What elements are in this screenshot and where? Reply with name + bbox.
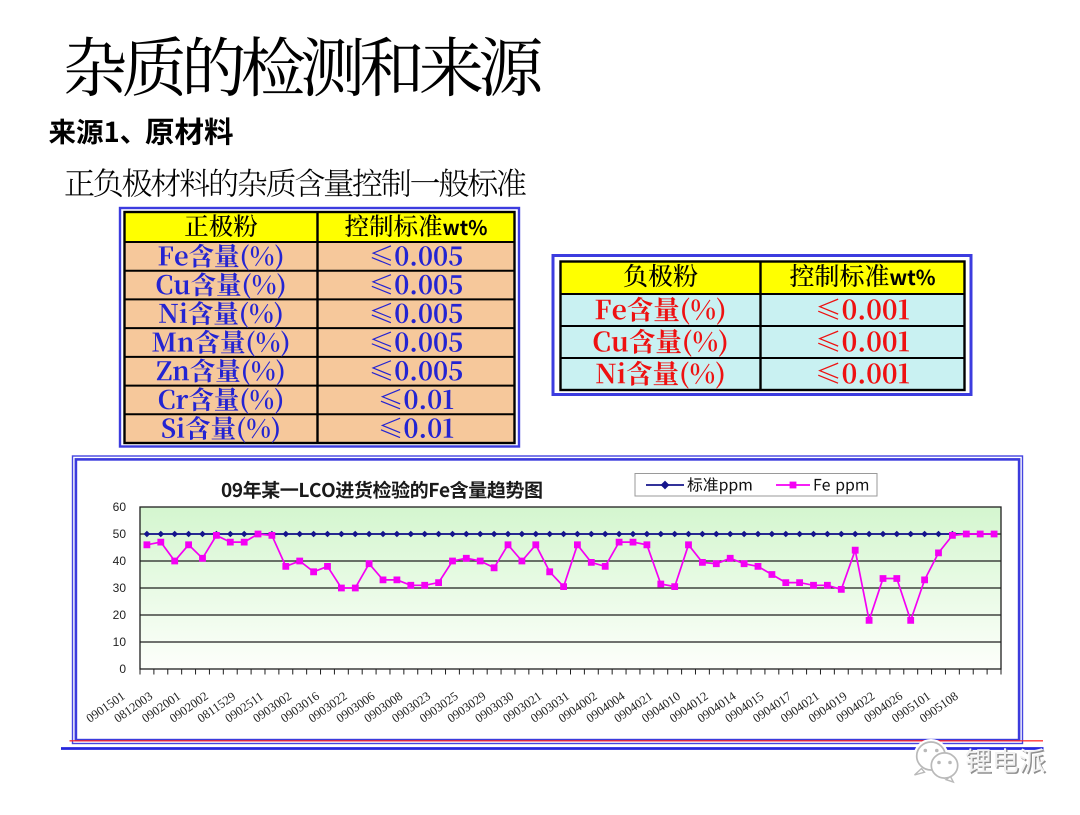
svg-text:30: 30 — [113, 581, 127, 595]
svg-text:40: 40 — [113, 554, 127, 568]
svg-text:0: 0 — [119, 662, 126, 676]
svg-text:60: 60 — [113, 500, 127, 514]
svg-text:20: 20 — [113, 608, 127, 622]
svg-text:10: 10 — [113, 635, 127, 649]
svg-text:50: 50 — [113, 527, 127, 541]
